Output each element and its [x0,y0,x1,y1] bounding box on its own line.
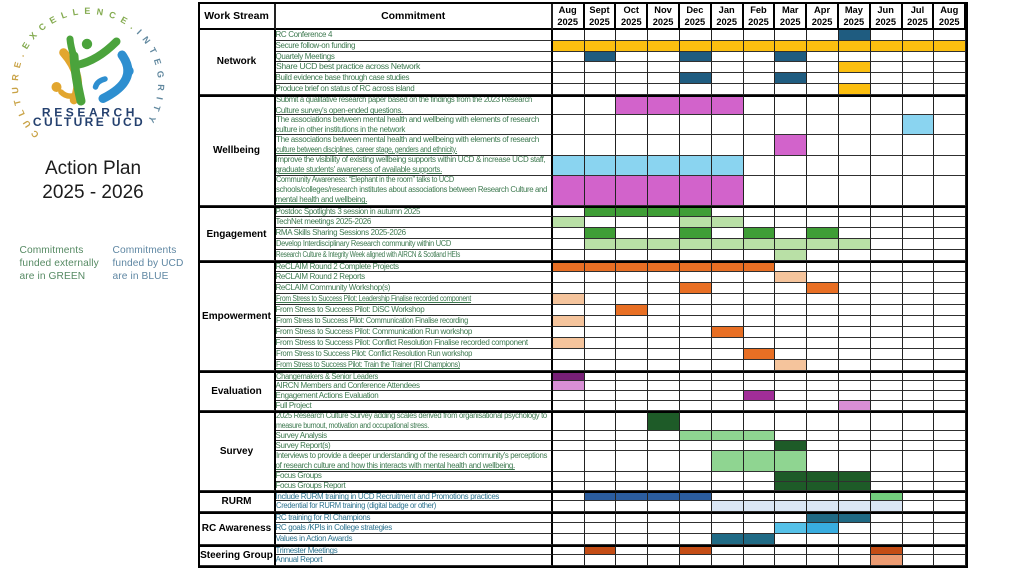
svg-text:CULTURE UCD: CULTURE UCD [33,115,145,129]
svg-text:RESEARCH: RESEARCH [42,106,138,120]
